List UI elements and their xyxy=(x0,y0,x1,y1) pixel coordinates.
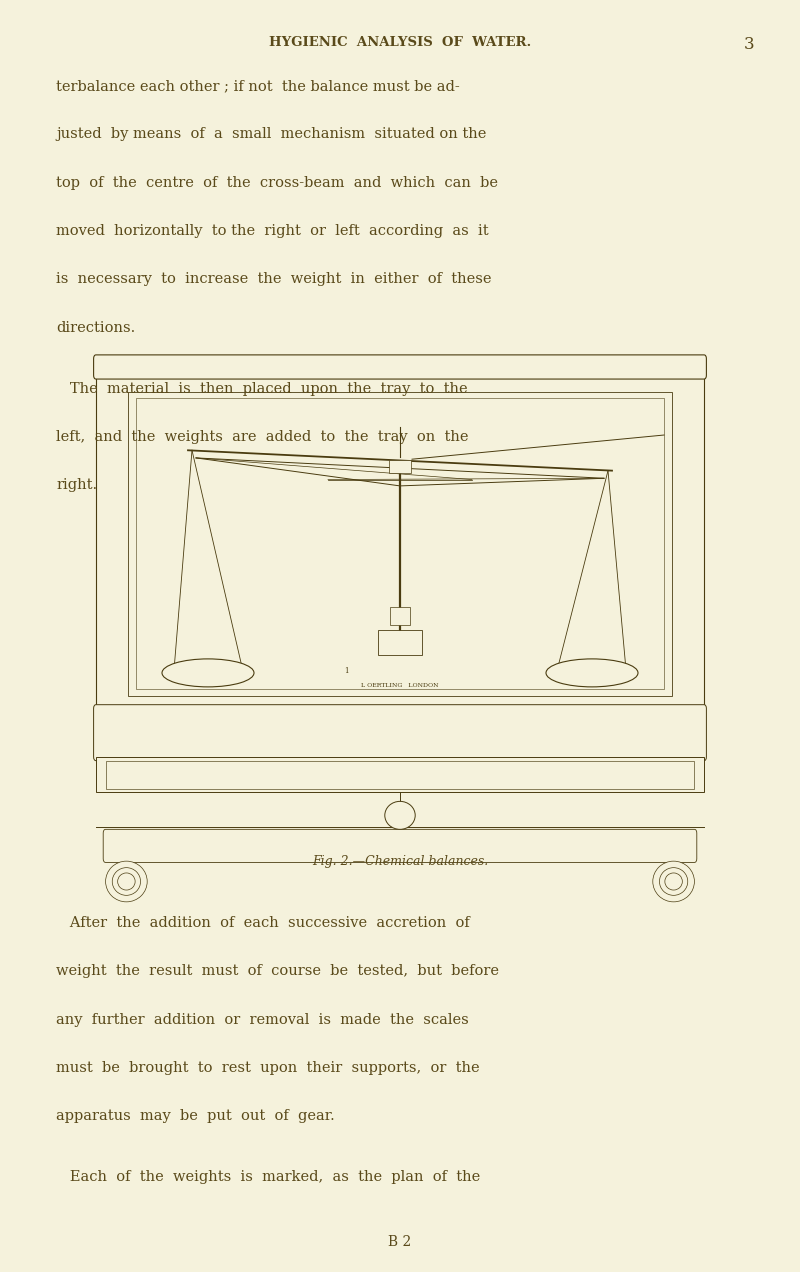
Text: HYGIENIC  ANALYSIS  OF  WATER.: HYGIENIC ANALYSIS OF WATER. xyxy=(269,36,531,48)
Ellipse shape xyxy=(653,861,694,902)
Text: justed  by means  of  a  small  mechanism  situated on the: justed by means of a small mechanism sit… xyxy=(56,127,486,141)
Ellipse shape xyxy=(162,659,254,687)
Text: directions.: directions. xyxy=(56,321,135,335)
Text: B 2: B 2 xyxy=(388,1235,412,1249)
Text: 3: 3 xyxy=(744,36,754,52)
Text: any  further  addition  or  removal  is  made  the  scales: any further addition or removal is made … xyxy=(56,1013,469,1027)
Text: must  be  brought  to  rest  upon  their  supports,  or  the: must be brought to rest upon their suppo… xyxy=(56,1061,480,1075)
Bar xyxy=(389,460,411,473)
Ellipse shape xyxy=(112,868,141,895)
Bar xyxy=(96,375,704,709)
Text: terbalance each other ; if not  the balance must be ad-: terbalance each other ; if not the balan… xyxy=(56,79,460,93)
Text: 1: 1 xyxy=(344,668,349,675)
Ellipse shape xyxy=(546,659,638,687)
Text: L OERTLING   LONDON: L OERTLING LONDON xyxy=(362,683,438,688)
FancyBboxPatch shape xyxy=(103,829,697,862)
Text: apparatus  may  be  put  out  of  gear.: apparatus may be put out of gear. xyxy=(56,1109,334,1123)
Text: right.: right. xyxy=(56,478,97,492)
Ellipse shape xyxy=(665,873,682,890)
Ellipse shape xyxy=(385,801,415,829)
Text: top  of  the  centre  of  the  cross-beam  and  which  can  be: top of the centre of the cross-beam and … xyxy=(56,176,498,190)
FancyBboxPatch shape xyxy=(94,355,706,379)
Text: is  necessary  to  increase  the  weight  in  either  of  these: is necessary to increase the weight in e… xyxy=(56,272,491,286)
Text: Each  of  the  weights  is  marked,  as  the  plan  of  the: Each of the weights is marked, as the pl… xyxy=(56,1170,480,1184)
Ellipse shape xyxy=(106,861,147,902)
Text: moved  horizontally  to the  right  or  left  according  as  it: moved horizontally to the right or left … xyxy=(56,224,489,238)
Text: After  the  addition  of  each  successive  accretion  of: After the addition of each successive ac… xyxy=(56,916,470,930)
Bar xyxy=(96,757,704,792)
Text: Fig. 2.—Chemical balances.: Fig. 2.—Chemical balances. xyxy=(312,855,488,868)
Bar xyxy=(106,761,694,789)
Bar xyxy=(128,392,672,696)
Ellipse shape xyxy=(659,868,688,895)
Bar xyxy=(378,630,422,655)
Text: weight  the  result  must  of  course  be  tested,  but  before: weight the result must of course be test… xyxy=(56,964,499,978)
Bar xyxy=(390,607,410,625)
Text: The  material  is  then  placed  upon  the  tray  to  the: The material is then placed upon the tra… xyxy=(56,382,468,396)
Ellipse shape xyxy=(118,873,135,890)
Text: left,  and  the  weights  are  added  to  the  tray  on  the: left, and the weights are added to the t… xyxy=(56,430,469,444)
FancyBboxPatch shape xyxy=(94,705,706,761)
Bar xyxy=(136,398,664,689)
